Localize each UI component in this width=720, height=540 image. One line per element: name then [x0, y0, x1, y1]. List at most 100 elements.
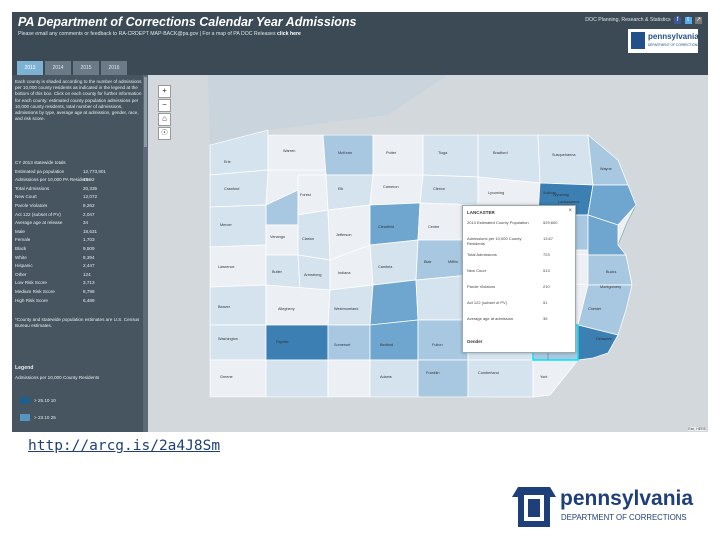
feedback-text: Please email any comments or feedback to… [18, 31, 276, 37]
popup-row-value: 51 [543, 300, 548, 305]
header-logo-subtitle: DEPARTMENT OF CORRECTIONS [648, 43, 700, 47]
keystone-icon [631, 32, 645, 49]
legend-label-2: > 23.10 25 [34, 415, 56, 420]
popup-row-label: New Court [467, 268, 486, 273]
stat-value: 34 [83, 220, 89, 226]
statewide-stats: CY 2013 statewide totals Estimated pa pop… [15, 159, 143, 305]
county-label: Fulton [432, 343, 443, 347]
stat-value: 124 [83, 271, 91, 277]
stat-label: Average age at release [15, 220, 63, 226]
county-label: Wyoming [553, 193, 569, 197]
county-york[interactable] [369, 359, 419, 398]
stat-row: Estimated pa population 12,773,801 [15, 168, 143, 177]
county-jefferson[interactable] [297, 209, 331, 261]
county-allegheny[interactable] [265, 284, 331, 326]
county-label: Mifflin [448, 260, 458, 264]
county-label: Franklin [426, 371, 440, 375]
county-label: McKean [338, 151, 352, 155]
tab-2014[interactable]: 2014 [45, 61, 71, 75]
county-tioga[interactable] [422, 134, 479, 178]
county-montgomery[interactable] [577, 284, 633, 336]
sidebar-scrollbar[interactable] [143, 75, 148, 432]
share-icon[interactable]: ↗ [695, 17, 702, 24]
county-warren[interactable] [267, 134, 327, 171]
county-northampton[interactable] [587, 214, 627, 256]
stat-row: New Court 12,072 [15, 193, 143, 202]
county-juniata[interactable] [369, 279, 419, 326]
locate-icon[interactable]: ☉ [158, 127, 171, 140]
zoom-in-button[interactable]: + [158, 85, 171, 98]
popup-row-label: Act 122 (subset of PV) [467, 300, 508, 305]
facebook-icon[interactable]: f [674, 17, 682, 24]
county-label: Elk [338, 187, 344, 191]
tab-2016[interactable]: 2016 [101, 61, 127, 75]
county-monroe[interactable] [587, 184, 637, 226]
county-westmoreland[interactable] [327, 284, 374, 326]
county-label: Somerset [334, 343, 351, 347]
stat-label: Low Risk Score [15, 280, 47, 286]
county-susquehanna[interactable] [537, 134, 594, 186]
county-label: Cumberland [478, 371, 499, 375]
county-adams[interactable] [327, 359, 371, 398]
stat-label: Parole Violators [15, 202, 48, 208]
twitter-icon[interactable]: t [684, 17, 692, 24]
county-popup: LANCASTER × 2013 Estimated County Popula… [462, 205, 576, 353]
county-potter[interactable] [372, 134, 424, 176]
legend-swatch-2 [20, 414, 30, 421]
scrollbar-thumb[interactable] [144, 77, 147, 147]
stat-label: Male [15, 228, 25, 234]
county-franklin[interactable] [417, 319, 469, 361]
releases-map-link[interactable]: click here [277, 31, 301, 37]
popup-row-value: 513 [543, 268, 550, 273]
county-elk[interactable] [325, 174, 374, 211]
county-lycoming[interactable] [419, 174, 479, 206]
tab-2015[interactable]: 2015 [73, 61, 99, 75]
county-cambria[interactable] [369, 239, 419, 286]
county-label: Butler [272, 270, 282, 274]
county-chester[interactable] [417, 359, 469, 398]
county-bradford[interactable] [477, 134, 541, 184]
county-label: Beaver [218, 305, 231, 309]
county-label: Allegheny [278, 307, 295, 311]
popup-row-value: 13.67 [543, 236, 554, 241]
county-label: Delaware [596, 337, 613, 341]
county-mckean[interactable] [322, 134, 374, 176]
popup-row: Average age at admission 35 [467, 316, 571, 321]
stat-row: Medium Risk Score 8,798 [15, 288, 143, 297]
home-icon[interactable]: ⌂ [158, 113, 171, 126]
app-title: PA Department of Corrections Calendar Ye… [18, 15, 357, 29]
legend-title: Legend [15, 365, 34, 371]
county-bedford[interactable] [369, 319, 419, 361]
stat-row: Other 124 [15, 271, 143, 280]
popup-title: LANCASTER [467, 210, 495, 215]
county-clarion[interactable] [265, 224, 299, 256]
stat-row: CY 2013 statewide totals [15, 159, 143, 168]
county-mercer[interactable] [209, 204, 267, 248]
county-label: Potter [386, 151, 397, 155]
county-lebanon[interactable] [467, 359, 534, 398]
stat-value: 12,773,801 [83, 168, 106, 174]
stat-row: Total Admissions 20,335 [15, 185, 143, 194]
county-label: Clinton [433, 187, 445, 191]
close-icon[interactable]: × [568, 208, 572, 214]
county-label: Cameron [383, 185, 399, 189]
county-clinton[interactable] [369, 174, 424, 206]
legend-swatch-1 [20, 397, 30, 404]
county-washington[interactable] [209, 324, 267, 361]
county-label: Crawford [224, 187, 240, 191]
stat-label: High Risk Score [15, 297, 48, 303]
stat-value: 2,447 [83, 263, 95, 269]
county-centre[interactable] [369, 202, 421, 246]
zoom-out-button[interactable]: − [158, 99, 171, 112]
county-greene[interactable] [209, 359, 267, 398]
tab-2013[interactable]: 2013 [17, 61, 43, 75]
popup-row-label: 2013 Estimated County Population [467, 220, 529, 225]
feedback-line: Please email any comments or feedback to… [18, 31, 301, 37]
stat-row: Act 122 (subset of PV) 2,047 [15, 211, 143, 220]
popup-row-value: 723 [543, 252, 550, 257]
county-map[interactable]: + − ⌂ ☉ Erie Crawford Warren McKean Potter Ti… [148, 75, 708, 432]
map-url-link[interactable]: http://arcg.is/2a4J8Sm [28, 438, 221, 454]
office-name: DOC Planning, Research & Statistics [585, 17, 671, 23]
zoom-controls: + − ⌂ ☉ [158, 85, 171, 141]
county-fulton[interactable] [265, 359, 329, 398]
